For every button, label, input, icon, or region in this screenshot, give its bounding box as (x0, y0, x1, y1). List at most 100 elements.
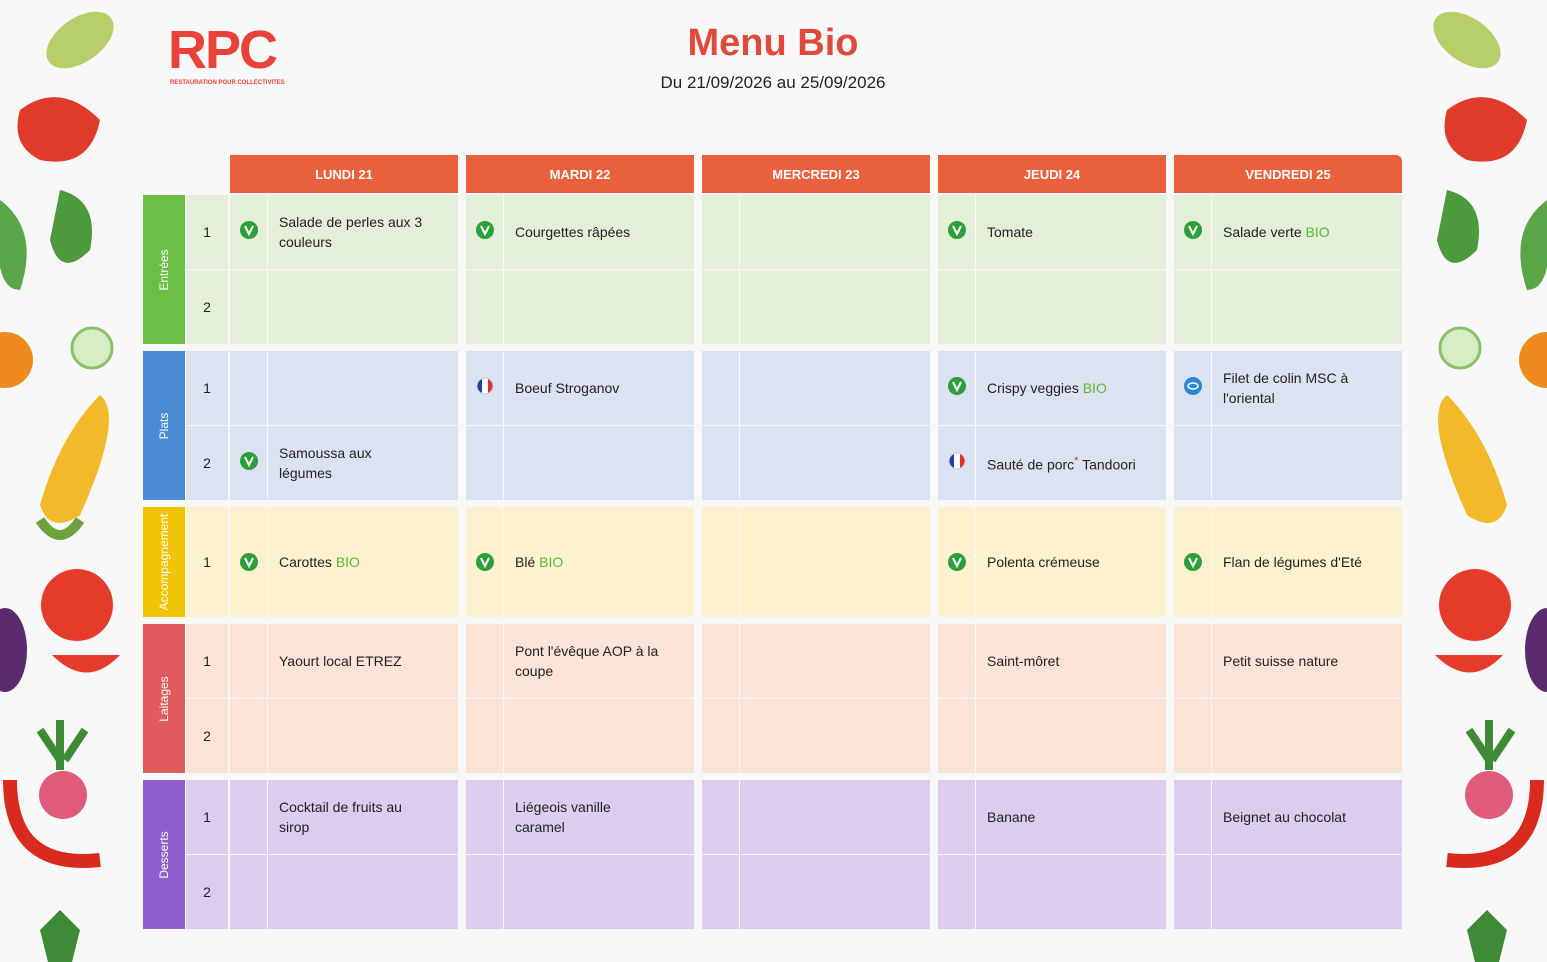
icon-cell (466, 855, 503, 929)
dish-text: Courgettes râpées (515, 222, 630, 242)
icon-cell (1174, 270, 1211, 344)
logo-subtitle: RESTAURATION POUR COLLECTIVITES (170, 80, 285, 86)
dish-cell: Salade verte BIO (1212, 195, 1402, 269)
icon-cell (702, 855, 739, 929)
dish-name: Samoussa aux légumes (279, 445, 372, 481)
icon-cell (938, 195, 975, 269)
dish-cell (1212, 699, 1402, 773)
dish-cell: Flan de légumes d'Eté (1212, 507, 1402, 617)
icon-cell (702, 426, 739, 500)
icon-cell (466, 426, 503, 500)
row-number-text: 1 (203, 653, 211, 669)
dish-cell (976, 699, 1166, 773)
dish-cell (504, 699, 694, 773)
bio-tag: BIO (335, 554, 360, 570)
row-number: 1 (186, 351, 228, 425)
icon-cell (702, 270, 739, 344)
dish-text: Petit suisse nature (1223, 651, 1338, 671)
row-number-text: 2 (203, 884, 211, 900)
dish-name: Boeuf Stroganov (515, 380, 620, 396)
dish-note: * (1074, 455, 1079, 468)
dish-name: Filet de colin MSC à l'oriental (1223, 370, 1349, 406)
dish-cell: Sauté de porc* Tandoori (976, 426, 1166, 500)
section-name: Entrées (157, 248, 171, 291)
dish-text: Boeuf Stroganov (515, 378, 619, 398)
dish-name: Saint-môret (987, 653, 1060, 669)
day-header: JEUDI 24 (938, 155, 1166, 193)
icon-cell (1174, 507, 1211, 617)
france-icon (476, 377, 493, 395)
dish-name: Banane (987, 809, 1036, 825)
section-name: Accompagnement (157, 513, 171, 611)
icon-cell (938, 426, 975, 500)
row-number-text: 2 (203, 455, 211, 471)
icon-cell (230, 426, 267, 500)
section-name: Plats (157, 412, 171, 439)
vegetarian-icon (947, 377, 966, 395)
dish-name: Cocktail de fruits au sirop (279, 799, 402, 835)
day-header: MARDI 22 (466, 155, 694, 193)
dish-cell: Pont l'évêque AOP à la coupe (504, 624, 694, 698)
icon-cell (938, 624, 975, 698)
dish-text: Salade verte BIO (1223, 222, 1330, 242)
dish-text: Tomate (987, 222, 1033, 242)
row-number: 1 (186, 624, 228, 698)
icon-cell (230, 351, 267, 425)
dish-name: Carottes (279, 554, 332, 570)
row-number: 2 (186, 855, 228, 929)
dish-name: Salade de perles aux 3 couleurs (279, 214, 423, 250)
icon-cell (1174, 351, 1211, 425)
icon-cell (938, 855, 975, 929)
icon-cell (702, 507, 739, 617)
icon-cell (938, 780, 975, 854)
icon-cell (938, 699, 975, 773)
logo: RPC (168, 20, 278, 80)
title: Menu Bio (687, 22, 859, 64)
dish-cell (268, 351, 458, 425)
dish-name-after: Tandoori (1082, 456, 1136, 473)
row-number-text: 1 (203, 380, 211, 396)
dish-text: Pont l'évêque AOP à la coupe (515, 641, 664, 681)
bio-tag: BIO (539, 554, 564, 570)
dish-cell: Courgettes râpées (504, 195, 694, 269)
dish-cell (504, 855, 694, 929)
dish-text: Liégeois vanille caramel (515, 797, 664, 837)
row-number: 1 (186, 507, 228, 617)
dish-name: Yaourt local ETREZ (279, 653, 402, 669)
dish-cell (504, 426, 694, 500)
icon-cell (1174, 780, 1211, 854)
dish-cell (740, 507, 930, 617)
msc-icon (1183, 377, 1202, 395)
dish-cell: Beignet au chocolat (1212, 780, 1402, 854)
icon-cell (702, 195, 739, 269)
dish-text: Cocktail de fruits au sirop (279, 797, 428, 837)
vegetarian-icon (239, 452, 258, 470)
dish-name: Salade verte (1223, 224, 1302, 240)
row-number-text: 1 (203, 554, 211, 570)
dish-text: Saint-môret (987, 651, 1059, 671)
icon-cell (938, 270, 975, 344)
dish-cell: Samoussa aux légumes (268, 426, 458, 500)
dish-cell: Saint-môret (976, 624, 1166, 698)
icon-cell (230, 780, 267, 854)
dish-cell: Banane (976, 780, 1166, 854)
dish-cell (1212, 270, 1402, 344)
icon-cell (466, 624, 503, 698)
dish-cell: Boeuf Stroganov (504, 351, 694, 425)
section-label: Laitages (143, 624, 185, 773)
section-label: Accompagnement (143, 507, 185, 617)
dish-cell (268, 699, 458, 773)
dish-cell (740, 195, 930, 269)
icon-cell (466, 195, 503, 269)
dish-text: Yaourt local ETREZ (279, 651, 402, 671)
vegetarian-icon (475, 553, 494, 571)
dish-cell: Tomate (976, 195, 1166, 269)
subtitle: Du 21/09/2026 au 25/09/2026 (660, 73, 886, 92)
day-header: VENDREDI 25 (1174, 155, 1402, 193)
row-number: 1 (186, 195, 228, 269)
icon-cell (230, 699, 267, 773)
vegetarian-icon (947, 221, 966, 239)
dish-name: Flan de légumes d'Eté (1223, 554, 1362, 570)
row-number: 1 (186, 780, 228, 854)
